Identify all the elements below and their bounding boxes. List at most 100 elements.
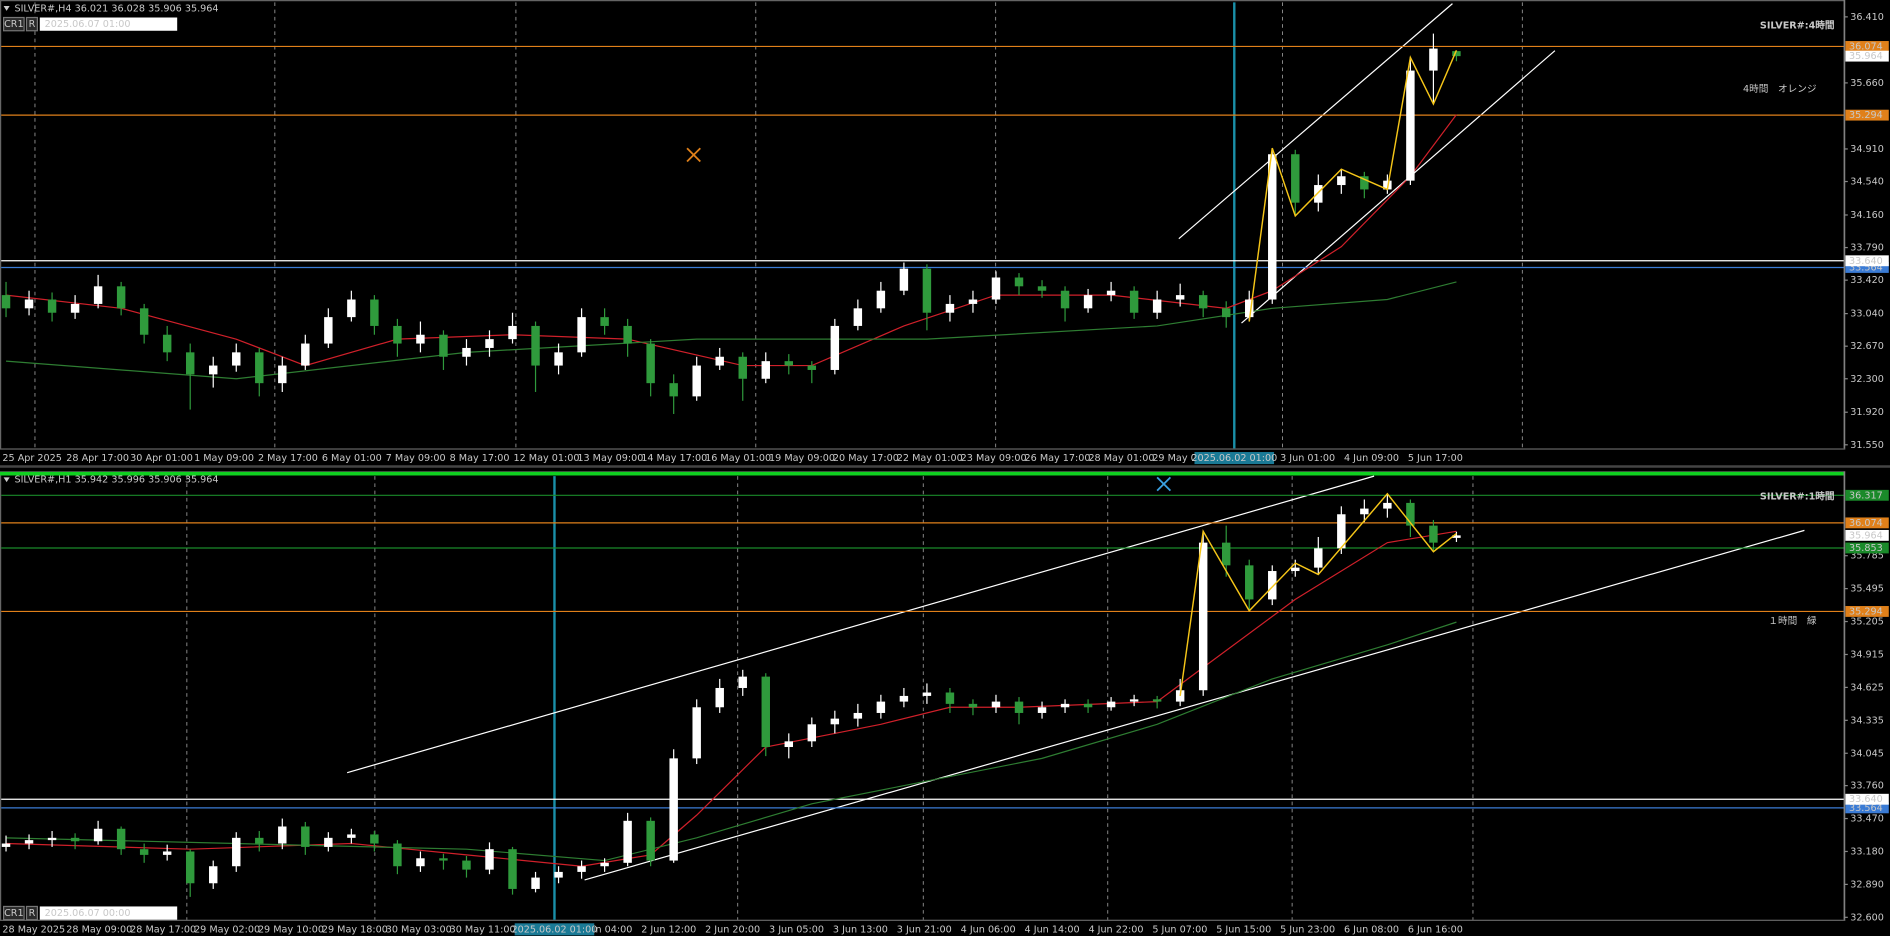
button[interactable] bbox=[3, 905, 25, 921]
x-tick-label: 28 May 09:00 bbox=[66, 924, 132, 935]
candle-body bbox=[623, 325, 632, 344]
candle-body bbox=[462, 860, 471, 870]
candle-body bbox=[70, 837, 80, 842]
y-tick-label: 32.890 bbox=[1850, 879, 1884, 890]
candle-body bbox=[1014, 701, 1024, 713]
x-tick-label: 6 May 01:00 bbox=[322, 453, 382, 464]
pencil-icon bbox=[686, 147, 701, 163]
button[interactable] bbox=[25, 905, 38, 921]
button[interactable] bbox=[25, 16, 38, 32]
candle-body bbox=[1337, 514, 1346, 549]
x-tick-label: 14 May 17:00 bbox=[641, 453, 707, 464]
level-label: 33.640 bbox=[1849, 794, 1883, 805]
menu-arrow bbox=[3, 6, 10, 11]
y-tick-label: 33.760 bbox=[1850, 781, 1884, 792]
x-tick-label: 29 May 18:00 bbox=[322, 924, 388, 935]
x-tick-label: 6 Jun 08:00 bbox=[1344, 924, 1399, 935]
candle-body bbox=[899, 695, 909, 702]
candle-body bbox=[830, 718, 840, 725]
button-label: R bbox=[29, 908, 36, 919]
candle-body bbox=[945, 303, 955, 313]
pencil-icon bbox=[1156, 476, 1172, 492]
candle-body bbox=[24, 840, 34, 844]
cursor-label: 2025.06.02 01:00 bbox=[512, 924, 598, 935]
time-grid bbox=[34, 2, 1523, 920]
y-tick-label: 34.625 bbox=[1850, 682, 1884, 693]
candle-body bbox=[600, 317, 609, 326]
candle-body bbox=[1175, 295, 1185, 300]
annotation: 4時間 オレンジ bbox=[1743, 84, 1817, 95]
button[interactable] bbox=[3, 16, 25, 32]
level-label: 36.074 bbox=[1849, 41, 1883, 52]
x-tick-label: 30 Apr 01:00 bbox=[130, 453, 193, 464]
level-label: 33.564 bbox=[1849, 803, 1883, 814]
candle-body bbox=[1291, 567, 1300, 572]
candle-body bbox=[761, 676, 770, 748]
candle-body bbox=[738, 676, 747, 688]
candle-body bbox=[1, 295, 11, 309]
candle-body bbox=[669, 383, 678, 397]
x-tick-label: 5 Jun 17:00 bbox=[1408, 453, 1463, 464]
last-price-bg bbox=[1845, 529, 1889, 541]
candle-body bbox=[93, 286, 103, 304]
candle-body bbox=[876, 290, 886, 309]
x-tick-label: 20 May 17:00 bbox=[833, 453, 899, 464]
moving-average bbox=[6, 530, 1457, 867]
x-tick-label: 3 Jun 05:00 bbox=[769, 924, 824, 935]
candle-body bbox=[209, 866, 218, 884]
candle-body bbox=[24, 299, 34, 309]
candle-body bbox=[623, 820, 632, 863]
x-tick-label: 2 Jun 12:00 bbox=[641, 924, 696, 935]
candle-body bbox=[508, 849, 517, 889]
candle-body bbox=[324, 837, 333, 847]
y-tick-label: 34.910 bbox=[1850, 144, 1884, 155]
candle-body bbox=[1452, 535, 1461, 538]
zigzag bbox=[1179, 492, 1457, 697]
candle-body bbox=[393, 325, 402, 344]
candle-body bbox=[577, 317, 586, 353]
candle-body bbox=[531, 325, 540, 366]
candle-body bbox=[1129, 290, 1139, 313]
candle-body bbox=[1014, 277, 1024, 287]
y-tick-label: 33.420 bbox=[1850, 275, 1884, 286]
y-tick-label: 31.920 bbox=[1850, 407, 1884, 418]
x-tick-label: 4 Jun 09:00 bbox=[1344, 453, 1399, 464]
candle-body bbox=[1406, 70, 1415, 181]
candle-body bbox=[1360, 176, 1369, 190]
x-tick-label: 2 Jun 20:00 bbox=[705, 924, 760, 935]
y-tick-label: 34.045 bbox=[1850, 748, 1884, 759]
candle-body bbox=[853, 308, 863, 326]
candle-body bbox=[47, 299, 57, 313]
y-tick-label: 34.540 bbox=[1850, 177, 1884, 188]
level-label: 35.853 bbox=[1849, 543, 1883, 554]
candle-body bbox=[1106, 701, 1116, 708]
level-label-bg bbox=[1845, 517, 1889, 529]
x-tick-label: 23 May 09:00 bbox=[961, 453, 1027, 464]
candle-body bbox=[669, 758, 678, 861]
candle-body bbox=[347, 299, 356, 318]
candle-body bbox=[1083, 703, 1093, 708]
candle-body bbox=[853, 712, 863, 719]
moving-average bbox=[5, 281, 1457, 380]
candle-body bbox=[738, 356, 747, 379]
candle-body bbox=[1152, 299, 1162, 313]
candle-body bbox=[162, 851, 172, 855]
cursor-label-bg bbox=[514, 923, 595, 936]
x-tick-label: 4 Jun 14:00 bbox=[1025, 924, 1080, 935]
x-tick-label: 3 Jun 13:00 bbox=[833, 924, 888, 935]
candle-body bbox=[1314, 548, 1323, 568]
cursor-label-bg bbox=[1194, 452, 1275, 465]
y-tick-label: 32.300 bbox=[1850, 374, 1884, 385]
candle-body bbox=[116, 828, 126, 850]
candle-body bbox=[876, 701, 886, 713]
x-tick-label: 4 Jun 22:00 bbox=[1088, 924, 1143, 935]
x-tick-label: 28 May 17:00 bbox=[130, 924, 196, 935]
candle-body bbox=[508, 325, 517, 340]
candle-body bbox=[416, 858, 425, 867]
price-axis-bg bbox=[1845, 0, 1890, 451]
candle-body bbox=[185, 851, 195, 884]
x-tick-label: 4 Jun 06:00 bbox=[961, 924, 1016, 935]
candle-body bbox=[255, 837, 264, 844]
y-tick-label: 33.790 bbox=[1850, 243, 1884, 254]
